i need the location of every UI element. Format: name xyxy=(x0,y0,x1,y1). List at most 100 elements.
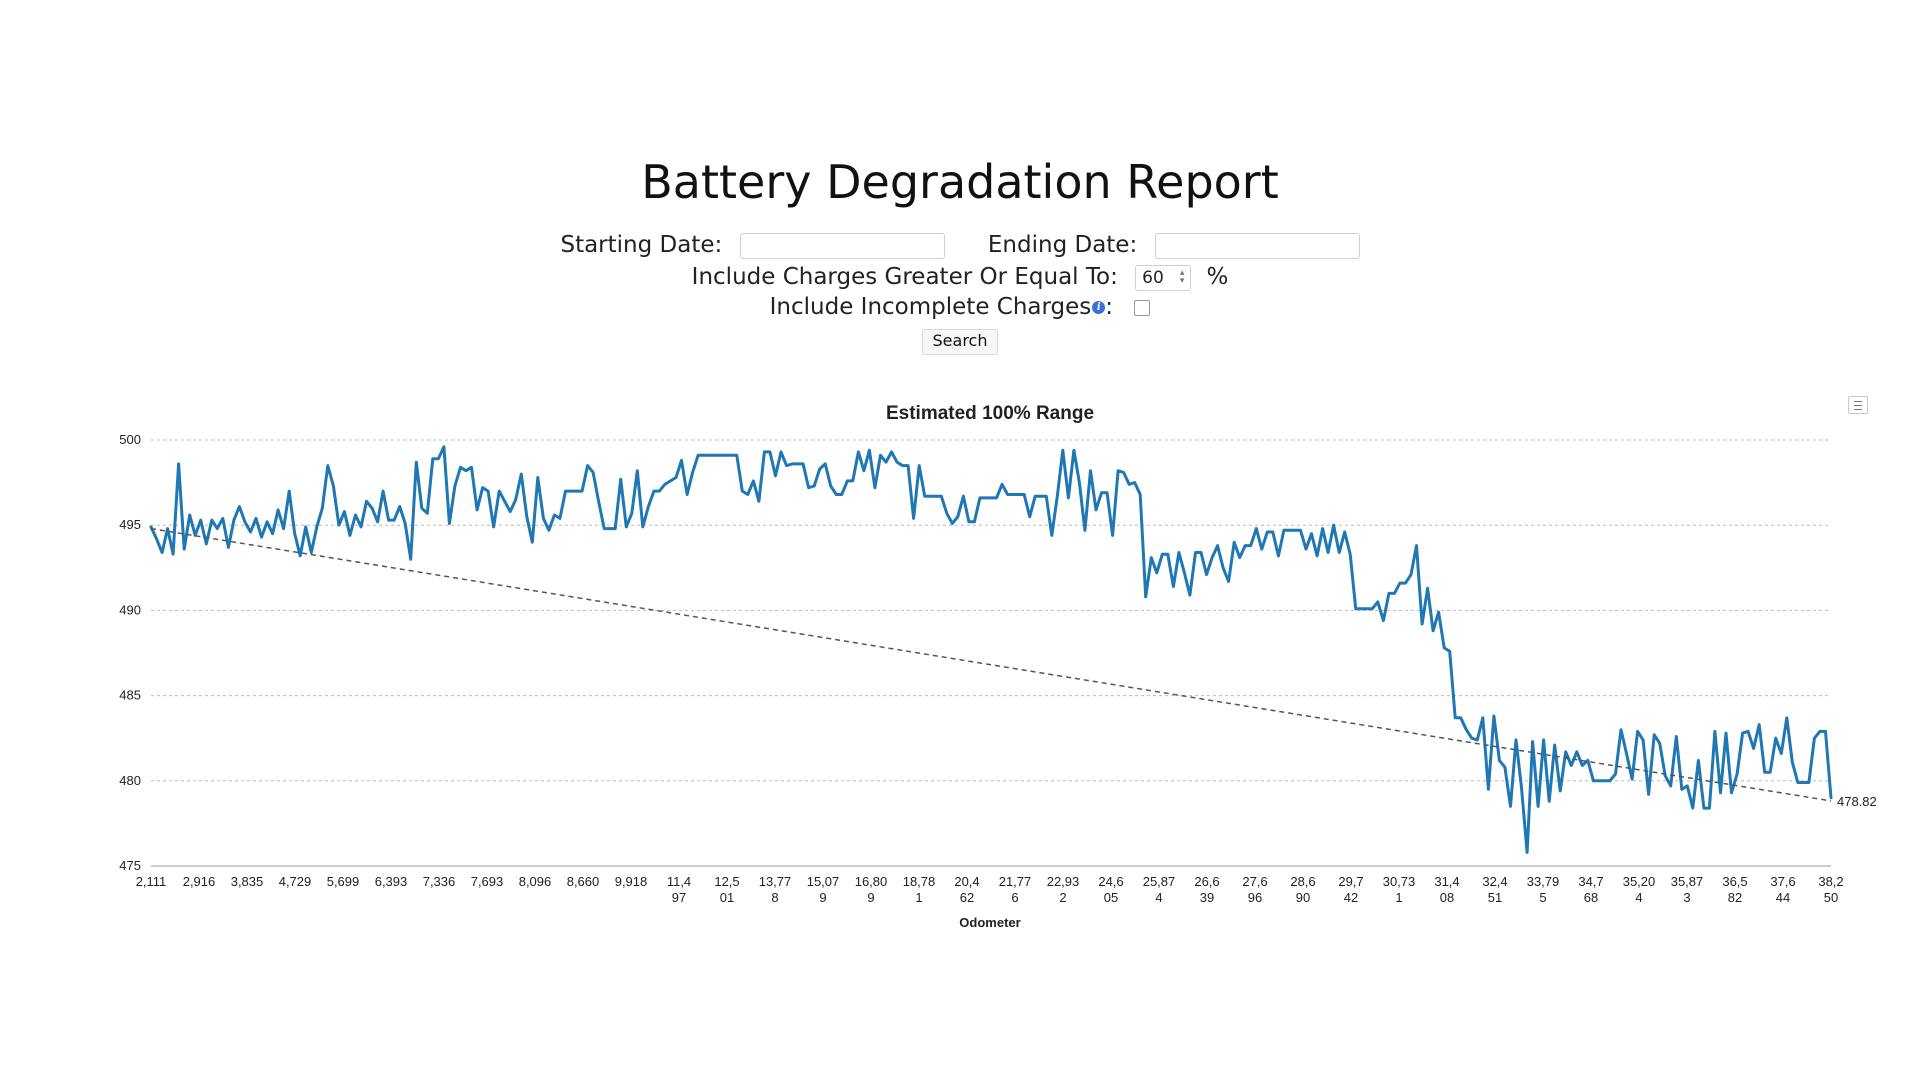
x-tick-label-line: 6,393 xyxy=(375,874,408,889)
x-tick-label-line: 8,096 xyxy=(519,874,552,889)
x-tick-label-line: 2 xyxy=(1059,890,1066,905)
x-tick-label-line: 35,87 xyxy=(1671,874,1704,889)
incomplete-label: Include Incomplete Charges xyxy=(769,294,1092,320)
starting-date-input[interactable] xyxy=(739,232,945,259)
menu-line xyxy=(1854,409,1862,410)
x-axis-title: Odometer xyxy=(959,915,1020,930)
x-tick-label-line: 4 xyxy=(1635,890,1642,905)
x-tick-label: 26,6 39 xyxy=(1194,874,1219,905)
x-tick-label: 25,87 4 xyxy=(1143,874,1176,905)
x-tick-label-line: 36,5 xyxy=(1722,874,1747,889)
x-tick-label-line: 39 xyxy=(1200,890,1214,905)
trend-end-label: 478.82 xyxy=(1837,794,1877,809)
x-tick-label: 11,4 97 xyxy=(667,874,691,905)
x-tick-label-line: 90 xyxy=(1296,890,1310,905)
x-tick-label-line: 8 xyxy=(771,890,778,905)
x-tick-label: 15,07 9 xyxy=(807,874,840,905)
x-tick-label-line: 33,79 xyxy=(1527,874,1560,889)
x-axis: 2,111 2,916 3,835 4,729 5,699 6,393 7,336 7,693… xyxy=(136,874,1844,905)
x-tick-label: 4,729 xyxy=(279,874,312,889)
x-tick-label: 28,6 90 xyxy=(1290,874,1315,905)
spinner-arrows-icon[interactable]: ▴ ▾ xyxy=(1179,267,1185,286)
y-tick-label: 495 xyxy=(119,517,141,532)
ending-date-label: Ending Date: xyxy=(987,232,1138,258)
x-tick-label-line: 31,4 xyxy=(1434,874,1459,889)
x-tick-label-line: 62 xyxy=(960,890,974,905)
x-tick-label-line: 7,336 xyxy=(423,874,456,889)
x-tick-label-line: 2,916 xyxy=(183,874,216,889)
x-tick-label-line: 37,6 xyxy=(1770,874,1795,889)
x-tick-label-line: 9 xyxy=(819,890,826,905)
x-tick-label-line: 28,6 xyxy=(1290,874,1315,889)
x-tick-label: 31,4 08 xyxy=(1434,874,1459,905)
x-tick-label: 5,699 xyxy=(327,874,360,889)
x-tick-label-line: 11,4 xyxy=(667,874,691,889)
x-tick-label: 2,111 xyxy=(136,874,167,889)
min-charge-unit: % xyxy=(1206,264,1229,290)
incomplete-colon: : xyxy=(1105,294,1114,320)
x-tick-label: 12,5 01 xyxy=(714,874,739,905)
x-tick-label-line: 1 xyxy=(915,890,922,905)
x-tick-label-line: 2,111 xyxy=(136,874,167,889)
x-tick-label-line: 4,729 xyxy=(279,874,312,889)
x-tick-label-line: 6 xyxy=(1011,890,1018,905)
x-tick-label-line: 24,6 xyxy=(1098,874,1123,889)
x-tick-label: 3,835 xyxy=(231,874,264,889)
x-tick-label: 37,6 44 xyxy=(1770,874,1795,905)
x-tick-label-line: 5 xyxy=(1539,890,1546,905)
x-tick-label-line: 01 xyxy=(720,890,734,905)
x-tick-label-line: 3 xyxy=(1683,890,1690,905)
x-tick-label-line: 97 xyxy=(672,890,686,905)
x-tick-label-line: 82 xyxy=(1728,890,1742,905)
info-icon[interactable]: i xyxy=(1092,301,1106,314)
x-tick-label-line: 3,835 xyxy=(231,874,264,889)
x-tick-label-line: 27,6 xyxy=(1242,874,1267,889)
x-tick-label-line: 21,77 xyxy=(999,874,1032,889)
x-tick-label-line: 42 xyxy=(1344,890,1358,905)
x-tick-label: 2,916 xyxy=(183,874,216,889)
x-tick-label-line: 8,660 xyxy=(567,874,600,889)
incomplete-checkbox[interactable] xyxy=(1134,299,1151,316)
x-tick-label: 6,393 xyxy=(375,874,408,889)
x-tick-label-line: 1 xyxy=(1395,890,1402,905)
y-tick-label: 500 xyxy=(119,432,141,447)
x-tick-label-line: 26,6 xyxy=(1194,874,1219,889)
x-tick-label-line: 9 xyxy=(867,890,874,905)
x-tick-label-line: 22,93 xyxy=(1047,874,1080,889)
x-tick-label: 24,6 05 xyxy=(1098,874,1123,905)
date-filter-row: Starting Date: Ending Date: xyxy=(0,232,1920,259)
x-tick-label: 30,73 1 xyxy=(1383,874,1416,905)
x-tick-label-line: 32,4 xyxy=(1482,874,1507,889)
x-tick-label-line: 20,4 xyxy=(954,874,979,889)
series-line xyxy=(149,445,1833,854)
x-tick-label-line: 51 xyxy=(1488,890,1502,905)
series-layer: 478.82 xyxy=(149,445,1877,854)
grid-layer xyxy=(151,439,1831,867)
min-charge-input[interactable]: 60 ▴ ▾ xyxy=(1135,264,1192,291)
x-tick-label-line: 29,7 xyxy=(1338,874,1363,889)
x-tick-label-line: 08 xyxy=(1440,890,1454,905)
x-tick-label-line: 7,693 xyxy=(471,874,504,889)
x-tick-label: 20,4 62 xyxy=(954,874,979,905)
x-tick-label-line: 5,699 xyxy=(327,874,360,889)
y-tick-label: 475 xyxy=(119,858,141,873)
menu-line xyxy=(1854,405,1862,406)
chart-menu-icon[interactable] xyxy=(1848,396,1868,414)
x-tick-label-line: 44 xyxy=(1776,890,1790,905)
ending-date-input[interactable] xyxy=(1154,232,1360,259)
min-charge-value: 60 xyxy=(1142,267,1164,288)
x-tick-label-line: 68 xyxy=(1584,890,1598,905)
min-charge-row: Include Charges Greater Or Equal To: 60 ▴… xyxy=(0,264,1920,291)
x-tick-label: 35,20 4 xyxy=(1623,874,1656,905)
x-tick-label: 27,6 96 xyxy=(1242,874,1267,905)
y-tick-label: 480 xyxy=(119,773,141,788)
x-tick-label: 38,2 50 xyxy=(1818,874,1843,905)
x-tick-label: 18,78 1 xyxy=(903,874,936,905)
x-tick-label-line: 50 xyxy=(1824,890,1838,905)
search-button[interactable]: Search xyxy=(921,329,999,355)
x-tick-label: 35,87 3 xyxy=(1671,874,1704,905)
x-tick-label: 13,77 8 xyxy=(759,874,792,905)
incomplete-row: Include Incomplete Charges i: xyxy=(0,294,1920,320)
